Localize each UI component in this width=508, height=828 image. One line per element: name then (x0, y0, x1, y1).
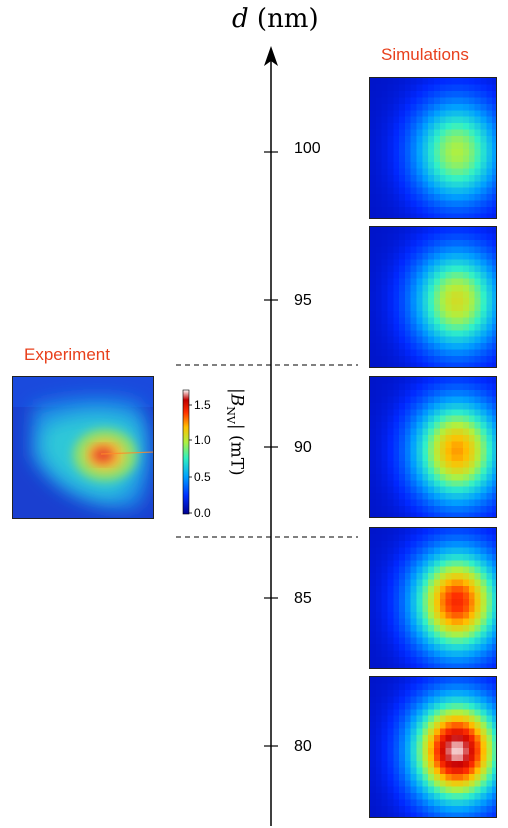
tick-label-90: 90 (294, 439, 312, 456)
colorbar-gradient (182, 389, 190, 515)
axis-arrowhead (264, 46, 278, 66)
simulation-map-d95 (369, 226, 497, 368)
colorbar-tick-1.0: 1.0 (194, 433, 211, 447)
colorbar-title: |BNV| (mT) (224, 388, 247, 476)
axis-unit: (nm) (256, 4, 319, 34)
simulation-map-d100 (369, 77, 497, 219)
experiment-title: Experiment (24, 345, 110, 364)
simulations-title: Simulations (381, 45, 469, 64)
tick-label-100: 100 (294, 140, 321, 157)
colorbar-title-subscript: NV (224, 406, 237, 424)
simulation-map-d85 (369, 527, 497, 669)
tick-label-80: 80 (294, 738, 312, 755)
simulation-map-d90 (369, 376, 497, 518)
tick-label-85: 85 (294, 590, 312, 607)
colorbar-tick-1.5: 1.5 (194, 398, 211, 412)
axis-variable: d (232, 4, 249, 34)
experiment-map-image (13, 377, 153, 518)
colorbar-title-unit: (mT) (226, 434, 247, 476)
simulation-map-d80 (369, 676, 497, 818)
colorbar-tick-0.0: 0.0 (194, 506, 211, 520)
colorbar (182, 389, 192, 515)
colorbar-tick-0.5: 0.5 (194, 470, 211, 484)
axis-title: d (nm) (232, 4, 319, 34)
colorbar-title-symbol: B (226, 393, 247, 407)
experiment-map (12, 376, 154, 519)
tick-label-95: 95 (294, 292, 312, 309)
